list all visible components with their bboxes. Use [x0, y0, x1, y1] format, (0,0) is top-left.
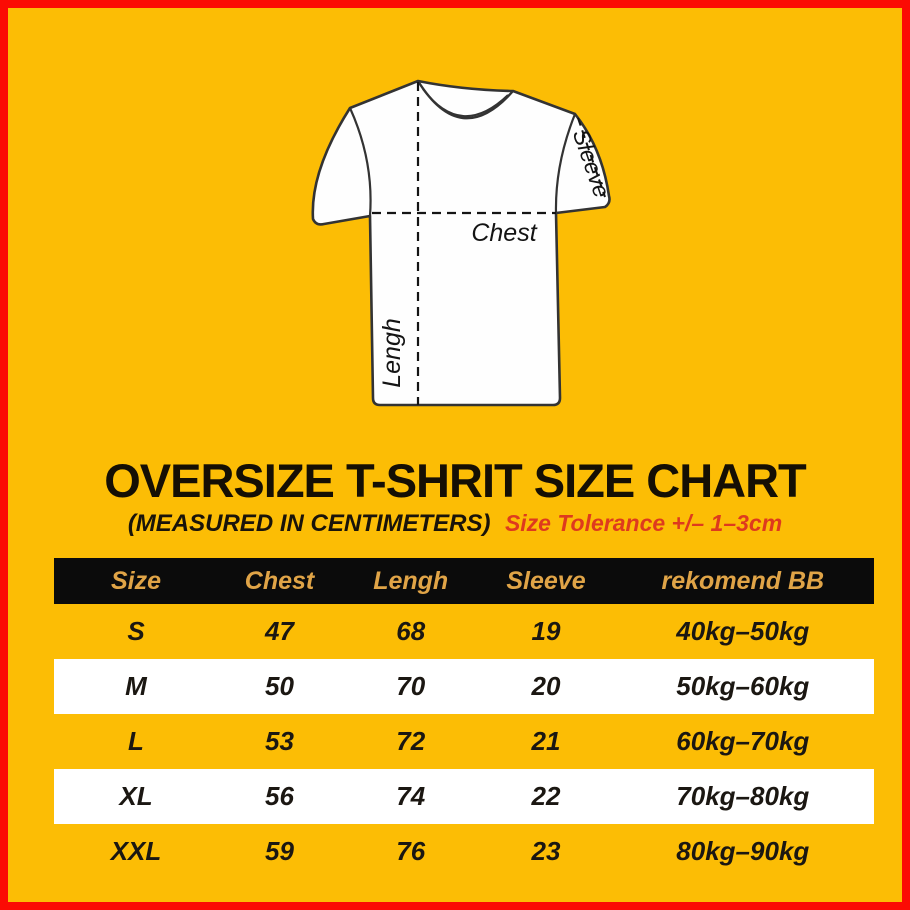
cell-sleeve: 19 [531, 616, 561, 646]
cell-chest: 59 [265, 836, 294, 866]
cell-size: XL [119, 781, 153, 811]
tolerance-note: Size Tolerance +/– 1–3cm [504, 510, 783, 536]
length-label: Lengh [378, 318, 406, 388]
chest-label: Chest [471, 219, 537, 247]
cell-sleeve: 23 [531, 836, 561, 866]
tshirt-outline [311, 79, 611, 407]
cell-recommend: 60kg–70kg [676, 726, 810, 756]
cell-chest: 56 [265, 781, 294, 811]
cell-sleeve: 22 [531, 781, 561, 811]
cell-length: 68 [396, 616, 426, 646]
table-row-m: M 50 70 20 50kg–60kg [54, 659, 874, 714]
subtitle-row: (MEASURED IN CENTIMETERS) Size Tolerance… [8, 510, 902, 538]
col-header-chest: Chest [244, 566, 315, 595]
cell-recommend: 80kg–90kg [676, 836, 810, 866]
right-armhole-seam [554, 113, 577, 214]
cell-length: 72 [396, 726, 426, 756]
cell-chest: 47 [265, 616, 294, 646]
table-row-xl: XL 56 74 22 70kg–80kg [54, 769, 874, 824]
cell-size: L [128, 726, 144, 756]
col-header-size: Size [110, 566, 162, 595]
cell-length: 74 [396, 781, 426, 811]
tshirt-diagram: Chest Lengh Sleeve [308, 76, 614, 414]
left-armhole-seam [348, 107, 372, 217]
cell-size: S [127, 616, 145, 646]
cell-length: 76 [396, 836, 426, 866]
cell-recommend: 50kg–60kg [676, 671, 810, 701]
page-title: OVERSIZE T-SHRIT SIZE CHART [104, 454, 807, 507]
cell-sleeve: 20 [531, 671, 561, 701]
col-header-sleeve: Sleeve [506, 566, 586, 595]
table-row-s: S 47 68 19 40kg–50kg [54, 604, 874, 659]
cell-size: M [125, 671, 147, 701]
cell-chest: 50 [265, 671, 294, 701]
size-table-header-row: Size Chest Lengh Sleeve rekomend BB [54, 558, 874, 604]
cell-length: 70 [396, 671, 426, 701]
measured-note: (MEASURED IN CENTIMETERS) [127, 510, 491, 537]
size-table: Size Chest Lengh Sleeve rekomend BB S 47… [54, 558, 874, 879]
collar-inner-arc [422, 88, 509, 118]
table-row-xxl: XXL 59 76 23 80kg–90kg [54, 824, 874, 879]
cell-chest: 53 [265, 726, 294, 756]
tshirt-diagram-svg: Chest Lengh Sleeve [311, 79, 614, 407]
cell-size: XXL [110, 836, 162, 866]
cell-sleeve: 21 [531, 726, 561, 756]
col-header-length: Lengh [373, 566, 449, 595]
table-row-l: L 53 72 21 60kg–70kg [54, 714, 874, 769]
cell-recommend: 70kg–80kg [676, 781, 810, 811]
sleeve-dashed-line [577, 117, 606, 198]
cell-recommend: 40kg–50kg [676, 616, 810, 646]
col-header-recommend: rekomend BB [661, 566, 825, 595]
